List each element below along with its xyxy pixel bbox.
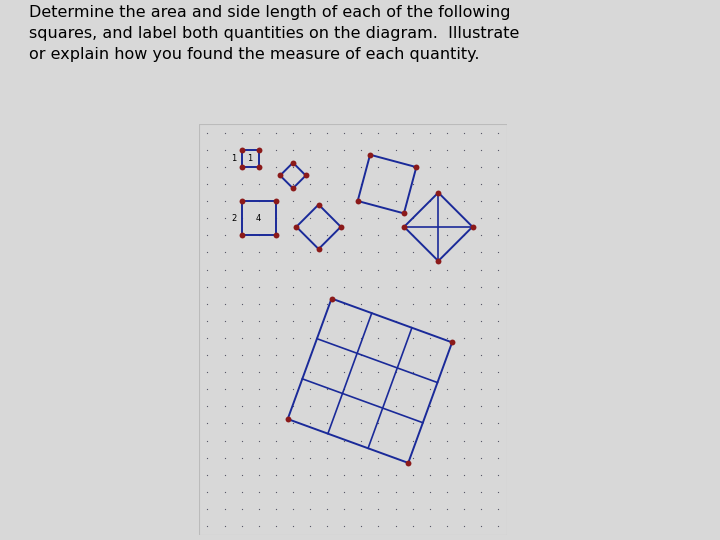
Point xyxy=(364,151,376,159)
Point xyxy=(236,197,248,205)
Point xyxy=(398,222,410,231)
Text: 1: 1 xyxy=(248,154,253,163)
Point xyxy=(287,158,299,167)
Point xyxy=(274,171,286,180)
Point xyxy=(446,338,458,347)
Text: 2: 2 xyxy=(231,214,236,222)
Text: 1: 1 xyxy=(231,154,236,163)
Point xyxy=(253,163,264,171)
Text: Determine the area and side length of each of the following
squares, and label b: Determine the area and side length of ea… xyxy=(29,5,519,63)
Point xyxy=(402,458,414,467)
Point xyxy=(467,222,478,231)
Point xyxy=(236,231,248,240)
Point xyxy=(270,231,282,240)
Point xyxy=(352,197,364,205)
Point xyxy=(433,256,444,265)
Point xyxy=(236,163,248,171)
Point xyxy=(313,245,325,253)
Point xyxy=(433,188,444,197)
Point xyxy=(313,200,325,209)
Point xyxy=(287,184,299,193)
Point xyxy=(410,163,422,171)
Point xyxy=(282,415,294,423)
Point xyxy=(291,222,302,231)
Point xyxy=(398,209,410,218)
Point xyxy=(253,145,264,154)
Point xyxy=(300,171,312,180)
Point xyxy=(270,197,282,205)
Point xyxy=(236,145,248,154)
Point xyxy=(335,222,346,231)
Point xyxy=(326,294,338,303)
Text: 4: 4 xyxy=(256,214,261,222)
